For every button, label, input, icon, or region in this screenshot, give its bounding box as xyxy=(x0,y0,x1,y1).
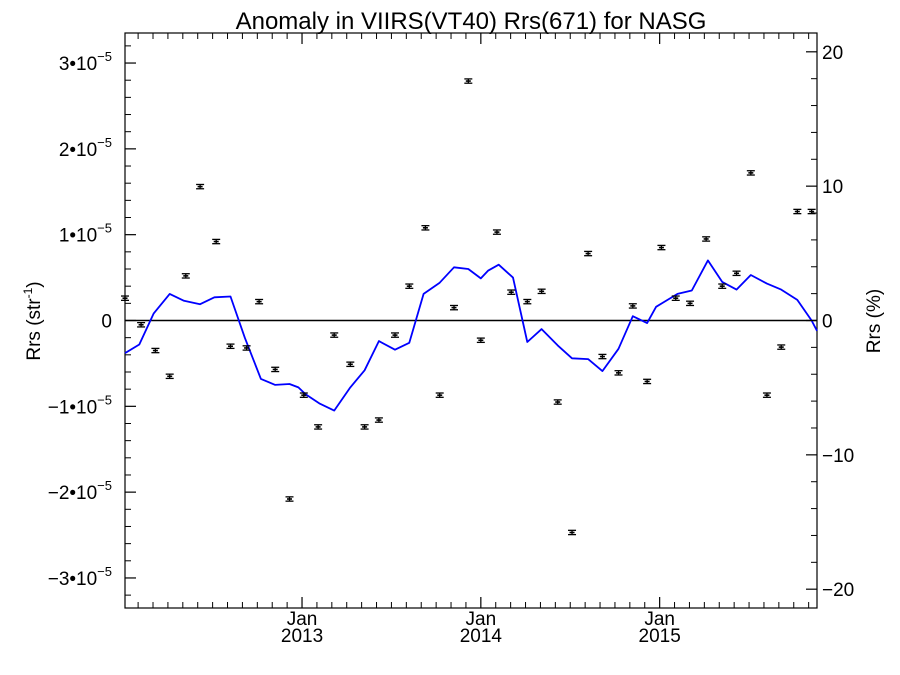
data-point-error-bar xyxy=(242,345,251,351)
y-left-tick-label: 3•10−5 xyxy=(59,49,112,75)
anomaly-trend-line xyxy=(124,259,818,412)
data-point-error-bar xyxy=(537,288,546,295)
data-point-error-bar xyxy=(405,283,414,289)
x-tick-month-label: Jan xyxy=(644,609,675,630)
y-axis-left: 3•10−52•10−51•10−50−1•10−5−2•10−5−3•10−5 xyxy=(48,45,136,596)
data-point-error-bar xyxy=(553,399,562,405)
y-left-tick-exponent: −5 xyxy=(97,564,112,579)
data-point-error-bar xyxy=(196,183,205,190)
data-point-error-bar xyxy=(212,238,221,245)
data-point-error-bar xyxy=(450,304,459,311)
data-point-error-bar xyxy=(121,295,129,301)
x-tick-year-label: 2013 xyxy=(281,626,323,647)
data-point-error-bar xyxy=(421,225,430,231)
data-point-error-bar xyxy=(151,347,160,354)
y-right-tick-label: 10 xyxy=(822,177,843,198)
y-right-tick-label: −10 xyxy=(822,446,854,467)
data-point-error-bar xyxy=(507,289,516,295)
y-right-tick-label: 20 xyxy=(822,43,843,64)
data-point-error-bar xyxy=(793,208,802,215)
data-point-error-bar xyxy=(165,373,174,380)
plot-area xyxy=(121,32,818,609)
y-left-tick-label: 0 xyxy=(101,312,112,333)
data-point-error-bar xyxy=(464,78,473,84)
chart-title: Anomaly in VIIRS(VT40) Rrs(671) for NASG xyxy=(236,8,707,35)
data-point-error-bar xyxy=(314,424,323,430)
data-point-error-bar xyxy=(435,392,444,398)
data-point-error-bar xyxy=(702,236,711,242)
data-point-error-bar xyxy=(226,343,235,350)
y-left-tick-label: 2•10−5 xyxy=(59,135,112,161)
data-point-error-bar xyxy=(614,370,623,376)
y-right-tick-label: 0 xyxy=(822,312,833,333)
y-left-tick-exponent: −5 xyxy=(97,478,112,493)
data-point-error-bar xyxy=(628,303,637,309)
data-point-error-bar xyxy=(718,283,727,289)
y-axis-label-left-base: Rrs (str xyxy=(24,298,45,361)
data-point-error-bar xyxy=(523,298,532,305)
y-left-tick-mantissa: −2•10 xyxy=(48,483,97,504)
data-marks xyxy=(121,78,818,536)
data-point-error-bar xyxy=(598,353,607,360)
data-point-error-bar xyxy=(807,208,816,215)
y-left-tick-exponent: −5 xyxy=(97,221,112,236)
data-point-error-bar xyxy=(346,361,355,368)
data-point-error-bar xyxy=(746,170,755,176)
data-point-error-bar xyxy=(255,298,264,305)
y-left-tick-exponent: −5 xyxy=(97,135,112,150)
y-left-tick-mantissa: −1•10 xyxy=(48,397,97,418)
data-point-error-bar xyxy=(476,337,485,344)
y-left-tick-mantissa: 2•10 xyxy=(59,140,97,161)
y-left-tick-exponent: −5 xyxy=(97,392,112,407)
data-point-error-bar xyxy=(686,300,695,307)
y-axis-right: 20 10 0 −10 −20 xyxy=(806,43,854,601)
data-point-error-bar xyxy=(137,321,146,328)
y-left-tick-mantissa: 1•10 xyxy=(59,226,97,247)
data-point-error-bar xyxy=(732,270,741,277)
data-point-error-bar xyxy=(584,250,593,257)
y-axis-label-right: Rrs (%) xyxy=(864,289,885,353)
y-left-tick-exponent: −5 xyxy=(97,49,112,64)
y-left-tick-label: −3•10−5 xyxy=(48,564,112,590)
data-point-error-bar xyxy=(285,496,294,502)
data-point-error-bar xyxy=(374,417,383,423)
y-axis-label-left-sup: -1 xyxy=(21,287,35,298)
data-point-error-bar xyxy=(330,332,339,338)
data-point-error-bar xyxy=(360,424,369,430)
data-point-error-bar xyxy=(671,295,680,301)
y-left-tick-plain: 0 xyxy=(101,312,112,333)
x-tick-month-label: Jan xyxy=(287,609,318,630)
x-tick-year-label: 2014 xyxy=(460,626,503,647)
data-point-error-bar xyxy=(568,529,577,536)
data-point-error-bar xyxy=(271,366,280,373)
x-tick-year-label: 2015 xyxy=(639,626,681,647)
data-point-error-bar xyxy=(643,378,652,385)
y-left-tick-label: −1•10−5 xyxy=(48,392,112,418)
data-point-error-bar xyxy=(762,392,771,398)
data-point-error-bar xyxy=(657,244,666,251)
x-tick-month-label: Jan xyxy=(466,609,497,630)
data-point-error-bar xyxy=(181,273,190,279)
y-left-tick-mantissa: 3•10 xyxy=(59,54,97,75)
data-point-error-bar xyxy=(391,332,400,338)
y-left-tick-mantissa: −3•10 xyxy=(48,569,97,590)
y-right-tick-label: −20 xyxy=(822,580,854,601)
y-axis-label-left: Rrs (str-1) xyxy=(21,281,45,360)
y-axis-label-left-close: ) xyxy=(24,281,45,287)
data-point-error-bar xyxy=(299,392,308,398)
data-point-error-bar xyxy=(492,229,501,235)
data-point-error-bar xyxy=(777,344,786,350)
y-left-tick-label: 1•10−5 xyxy=(59,221,112,247)
y-left-tick-label: −2•10−5 xyxy=(48,478,112,504)
